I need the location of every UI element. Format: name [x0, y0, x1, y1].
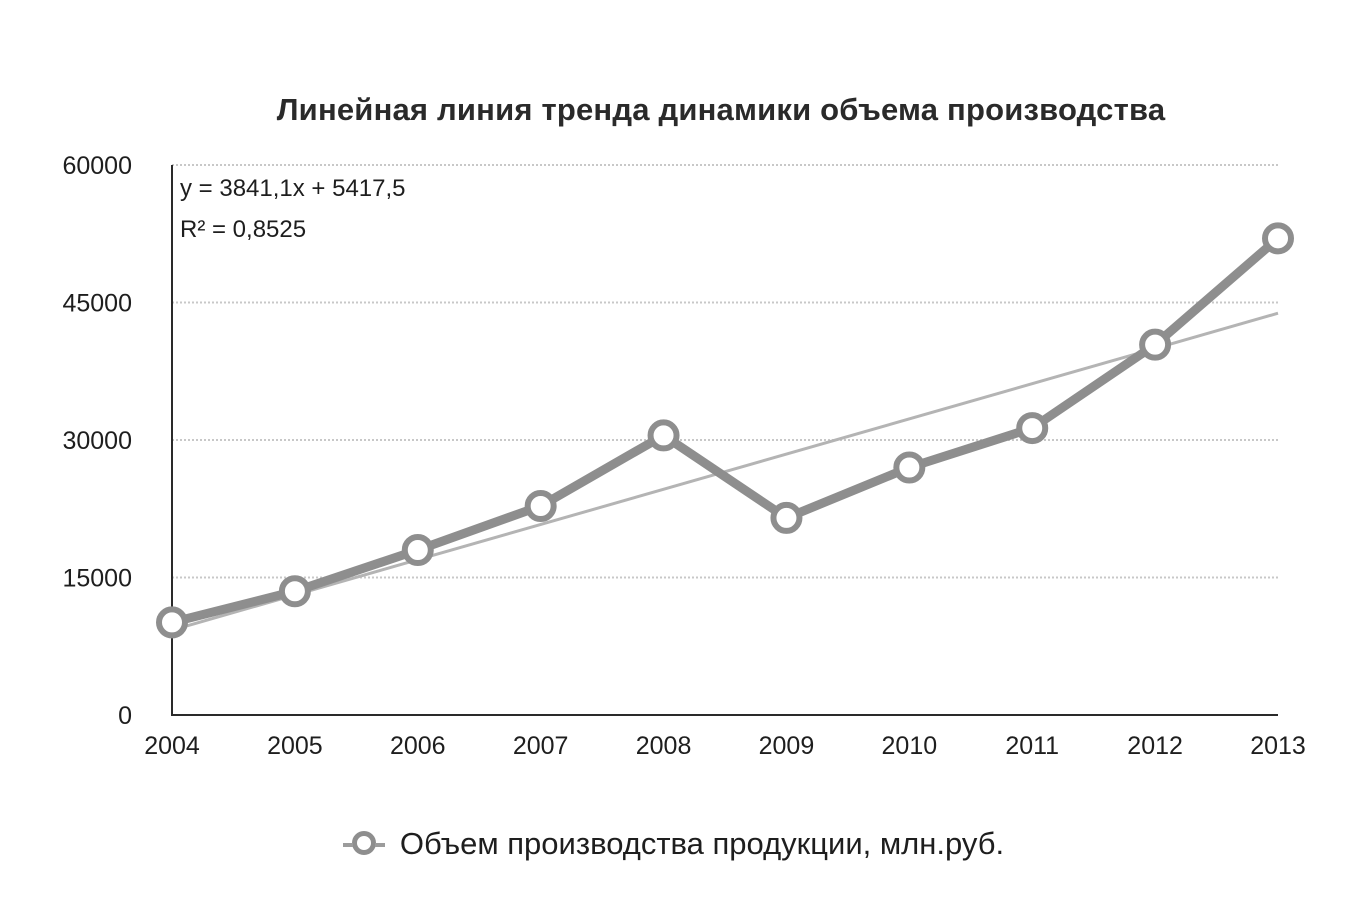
x-tick-label-2006: 2006: [390, 732, 446, 760]
data-point-2004: [156, 606, 188, 639]
data-point-2012: [1139, 328, 1172, 361]
data-point-2010: [893, 451, 926, 484]
data-point-2013: [1262, 222, 1294, 255]
x-tick-label-2009: 2009: [759, 732, 815, 760]
trendline-equation: y = 3841,1x + 5417,5: [180, 175, 406, 202]
data-point-2011: [1016, 412, 1049, 445]
data-point-2008: [647, 419, 680, 452]
data-point-2006: [401, 534, 434, 566]
y-tick-label-60000: 60000: [62, 152, 132, 180]
data-point-2009: [770, 501, 803, 534]
y-tick-labels: 0 15000 30000 45000 60000: [62, 152, 132, 730]
y-tick-label-0: 0: [118, 702, 132, 730]
data-point-2005: [278, 575, 311, 608]
legend-label: Объем производства продукции, млн.руб.: [399, 826, 1005, 861]
data-point-2007: [524, 490, 557, 522]
series-group: [156, 222, 1294, 639]
x-tick-label-2005: 2005: [267, 732, 323, 760]
x-tick-label-2013: 2013: [1250, 732, 1306, 760]
legend-marker-icon: [342, 830, 385, 855]
y-tick-label-15000: 15000: [62, 565, 132, 593]
x-tick-label-2004: 2004: [144, 732, 200, 760]
x-tick-labels: 2004 2005 2006 2007 2008 2009 2010 2011 2012 2013: [144, 732, 1306, 760]
x-tick-label-2008: 2008: [636, 732, 692, 760]
x-tick-label-2010: 2010: [882, 732, 938, 760]
x-tick-label-2011: 2011: [1005, 732, 1059, 760]
x-tick-label-2007: 2007: [513, 732, 569, 760]
chart-title: Линейная линия тренда динамики объема пр…: [276, 92, 1166, 127]
y-tick-label-45000: 45000: [62, 290, 132, 318]
legend: Объем производства продукции, млн.руб.: [0, 826, 1356, 862]
x-tick-label-2012: 2012: [1127, 732, 1183, 760]
trendline-r-squared: R² = 0,8525: [180, 216, 306, 243]
series-line-0: [167, 233, 1283, 627]
y-tick-label-30000: 30000: [62, 427, 132, 455]
